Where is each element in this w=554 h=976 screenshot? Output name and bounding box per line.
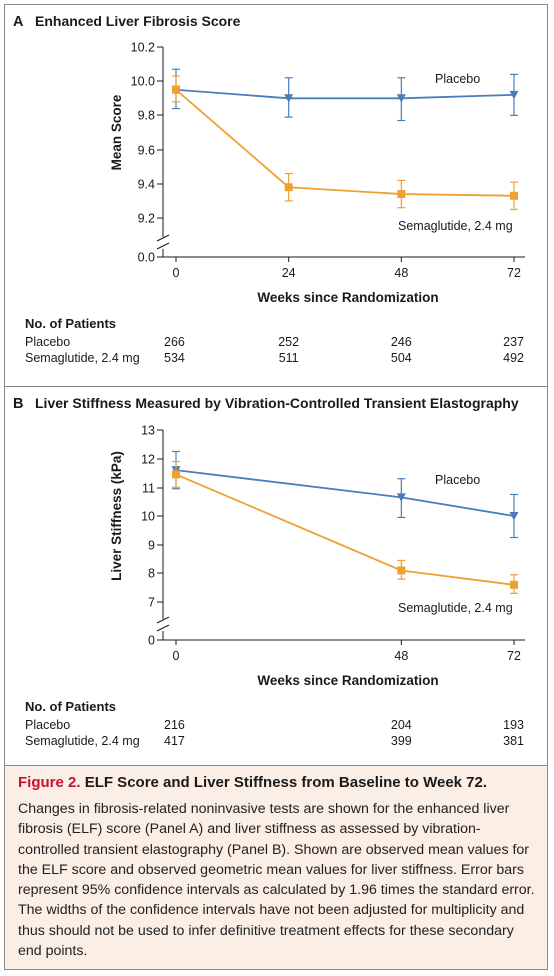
y-axis-label: Mean Score bbox=[109, 94, 124, 170]
patients-count: 504 bbox=[391, 351, 412, 365]
panel-letter: B bbox=[13, 396, 23, 412]
patients-count: 237 bbox=[503, 335, 524, 349]
patients-count: 534 bbox=[164, 351, 185, 365]
data-point bbox=[172, 470, 180, 479]
figure: A Enhanced Liver Fibrosis Score 0.0 9.2 9.4 9… bbox=[4, 4, 548, 970]
data-point bbox=[397, 566, 406, 575]
y-tick-label: 13 bbox=[141, 424, 155, 438]
caption-figure-label: Figure 2. bbox=[18, 774, 81, 791]
patients-count: 511 bbox=[279, 351, 299, 365]
axis-break-mark bbox=[156, 234, 170, 242]
x-tick-label: 24 bbox=[282, 266, 296, 280]
data-point bbox=[396, 94, 406, 103]
data-point bbox=[284, 94, 294, 103]
y-tick-label: 7 bbox=[148, 596, 155, 610]
x-tick-label: 0 bbox=[173, 266, 180, 280]
x-tick-label: 48 bbox=[394, 649, 408, 663]
x-tick-label: 72 bbox=[507, 649, 521, 663]
patients-heading: No. of Patients bbox=[25, 699, 116, 714]
series-line bbox=[175, 89, 515, 197]
y-tick-label: 0.0 bbox=[138, 251, 155, 265]
patients-count: 417 bbox=[164, 734, 185, 748]
series-label: Placebo bbox=[435, 72, 480, 86]
y-tick-label: 10.0 bbox=[131, 75, 155, 89]
patients-count: 381 bbox=[503, 734, 524, 748]
data-point bbox=[510, 191, 518, 200]
data-point bbox=[509, 512, 519, 521]
x-tick-label: 72 bbox=[507, 266, 521, 280]
data-point bbox=[396, 493, 406, 502]
data-point bbox=[172, 85, 180, 94]
patients-count: 252 bbox=[278, 335, 299, 349]
axis-break-mark bbox=[156, 242, 170, 250]
panel-b-chart: B Liver Stiffness Measured by Vibration-C… bbox=[13, 395, 525, 748]
y-tick-label: 11 bbox=[142, 482, 155, 496]
x-axis-label: Weeks since Randomization bbox=[257, 290, 438, 305]
y-tick-label: 12 bbox=[141, 453, 155, 467]
y-tick-label: 9.8 bbox=[138, 109, 155, 123]
patients-count: 193 bbox=[503, 718, 524, 732]
panel-title: Liver Stiffness Measured by Vibration-Co… bbox=[35, 395, 519, 411]
data-point bbox=[510, 580, 518, 589]
y-tick-label: 8 bbox=[148, 567, 155, 581]
data-point bbox=[397, 190, 406, 199]
patients-row-label: Placebo bbox=[25, 335, 70, 349]
patients-count: 204 bbox=[391, 718, 412, 732]
patients-count: 266 bbox=[164, 335, 185, 349]
axis-break-mark bbox=[156, 624, 170, 632]
y-tick-label: 9.2 bbox=[138, 212, 155, 226]
data-point bbox=[284, 183, 293, 192]
caption-title: Figure 2. ELF Score and Liver Stiffness … bbox=[18, 774, 487, 791]
patients-count: 216 bbox=[164, 718, 185, 732]
y-tick-label: 10 bbox=[141, 510, 155, 524]
patients-count: 246 bbox=[391, 335, 412, 349]
axis-break-mark bbox=[156, 616, 170, 624]
x-tick-label: 0 bbox=[173, 649, 180, 663]
y-axis-label: Liver Stiffness (kPa) bbox=[109, 451, 124, 581]
series-label: Placebo bbox=[435, 473, 480, 487]
y-tick-label: 9.4 bbox=[138, 178, 155, 192]
panel-letter: A bbox=[13, 14, 24, 30]
panel-a-chart: A Enhanced Liver Fibrosis Score 0.0 9.2 9.4 9… bbox=[13, 13, 525, 365]
patients-row-label: Semaglutide, 2.4 mg bbox=[25, 734, 140, 748]
panel-b: B Liver Stiffness Measured by Vibration-C… bbox=[4, 386, 548, 766]
patients-heading: No. of Patients bbox=[25, 316, 116, 331]
y-tick-label: 9 bbox=[148, 539, 155, 553]
patients-count: 399 bbox=[391, 734, 412, 748]
series-line bbox=[175, 88, 515, 100]
series-label: Semaglutide, 2.4 mg bbox=[398, 601, 513, 615]
patients-count: 492 bbox=[503, 351, 524, 365]
x-axis-label: Weeks since Randomization bbox=[257, 673, 438, 688]
patients-row-label: Placebo bbox=[25, 718, 70, 732]
x-tick-label: 48 bbox=[394, 266, 408, 280]
y-tick-label: 0 bbox=[148, 634, 155, 648]
panel-title: Enhanced Liver Fibrosis Score bbox=[35, 13, 241, 29]
y-tick-label: 10.2 bbox=[131, 41, 155, 55]
patients-row-label: Semaglutide, 2.4 mg bbox=[25, 351, 140, 365]
y-tick-label: 9.6 bbox=[138, 144, 155, 158]
data-point bbox=[509, 90, 519, 100]
caption-body: Changes in fibrosis-related noninvasive … bbox=[18, 801, 535, 960]
figure-caption: Figure 2. ELF Score and Liver Stiffness … bbox=[4, 765, 548, 970]
caption-title-text: ELF Score and Liver Stiffness from Basel… bbox=[84, 774, 488, 791]
panel-a: A Enhanced Liver Fibrosis Score 0.0 9.2 9.4 9… bbox=[4, 4, 548, 387]
series-label: Semaglutide, 2.4 mg bbox=[398, 219, 513, 233]
